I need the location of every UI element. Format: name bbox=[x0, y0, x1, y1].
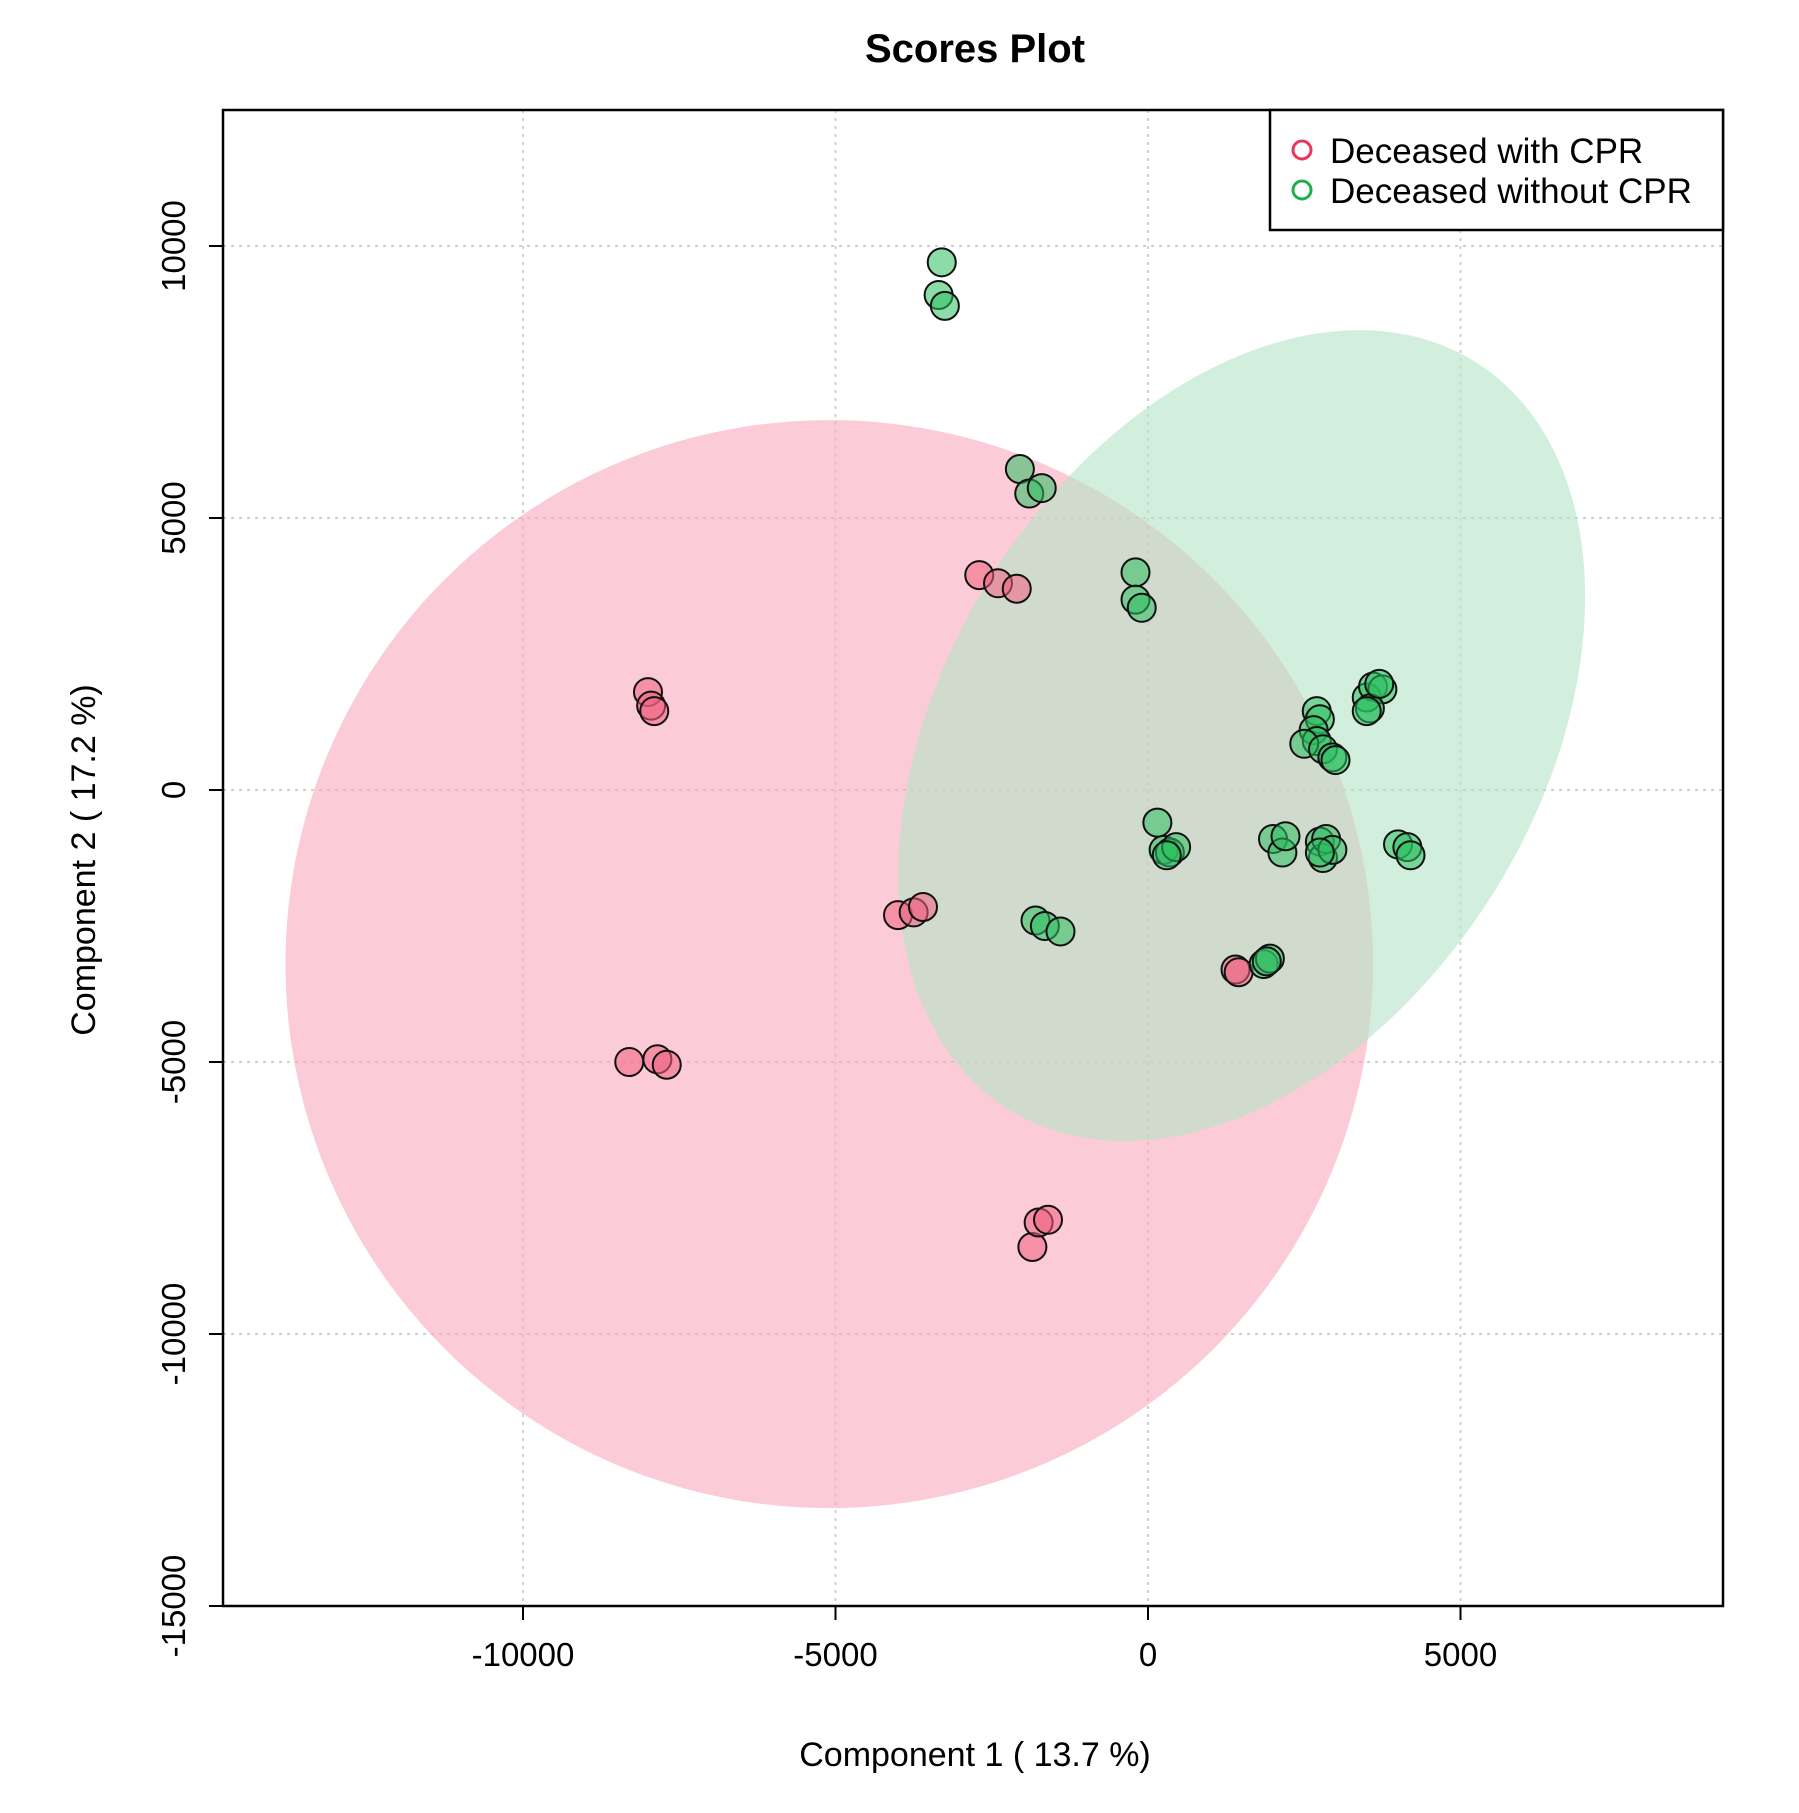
data-points bbox=[614, 247, 1426, 1262]
x-tick-label-1: -5000 bbox=[793, 1636, 877, 1673]
data-point-s0-2 bbox=[639, 696, 670, 727]
x-tick-label-0: -10000 bbox=[472, 1636, 575, 1673]
data-point-s1-8 bbox=[1126, 592, 1157, 623]
data-point-s0-8 bbox=[908, 891, 938, 922]
data-point-s1-9 bbox=[1142, 807, 1173, 838]
data-point-s1-35 bbox=[1320, 745, 1351, 776]
y-tick-label-2: -5000 bbox=[155, 1020, 192, 1104]
data-point-s1-19 bbox=[1251, 946, 1282, 977]
y-axis-title: Component 2 ( 17.2 %) bbox=[65, 684, 103, 1036]
legend-marker-with-cpr bbox=[1291, 139, 1313, 161]
data-point-s1-44 bbox=[1395, 840, 1426, 871]
x-tick-label-2: 0 bbox=[1139, 1636, 1157, 1673]
data-point-s1-16 bbox=[1045, 916, 1076, 947]
data-point-s1-40 bbox=[1351, 696, 1382, 727]
legend-label-with-cpr: Deceased with CPR bbox=[1330, 132, 1643, 171]
legend-marker-without-cpr bbox=[1291, 179, 1313, 201]
y-tick-label-0: -15000 bbox=[155, 1555, 192, 1658]
data-point-s1-6 bbox=[1120, 557, 1151, 588]
legend-label-without-cpr: Deceased without CPR bbox=[1330, 172, 1692, 211]
legend: Deceased with CPR Deceased without CPR bbox=[1268, 108, 1725, 232]
data-point-s0-11 bbox=[1001, 573, 1032, 604]
data-point-s0-16 bbox=[1223, 957, 1254, 988]
data-point-s1-27 bbox=[1304, 837, 1335, 868]
y-tick-label-1: -10000 bbox=[155, 1283, 192, 1386]
x-axis-title: Component 1 ( 13.7 %) bbox=[799, 1736, 1151, 1774]
y-tick-label-4: 5000 bbox=[155, 481, 192, 554]
y-tick-label-5: 10000 bbox=[155, 200, 192, 292]
data-point-s0-3 bbox=[614, 1047, 645, 1077]
y-tick-label-3: 0 bbox=[155, 781, 192, 799]
data-point-s1-41 bbox=[1364, 668, 1395, 699]
plot-frame bbox=[221, 108, 1725, 1608]
x-tick-label-3: 5000 bbox=[1424, 1636, 1497, 1673]
data-point-s1-0 bbox=[926, 247, 957, 278]
data-point-s0-12 bbox=[1017, 1231, 1048, 1262]
data-point-s1-2 bbox=[929, 290, 960, 321]
data-point-s0-14 bbox=[1033, 1204, 1063, 1235]
data-point-s1-5 bbox=[1026, 473, 1057, 504]
legend-box bbox=[1268, 108, 1725, 232]
data-point-s1-22 bbox=[1270, 821, 1301, 852]
data-point-s0-5 bbox=[651, 1049, 682, 1080]
axis-ticks: -10000 -5000 0 5000 -15000 -10000 -5000 0 5000 10… bbox=[155, 200, 1497, 1673]
chart-title: Scores Plot bbox=[865, 27, 1085, 71]
data-point-s1-13 bbox=[1151, 840, 1182, 871]
